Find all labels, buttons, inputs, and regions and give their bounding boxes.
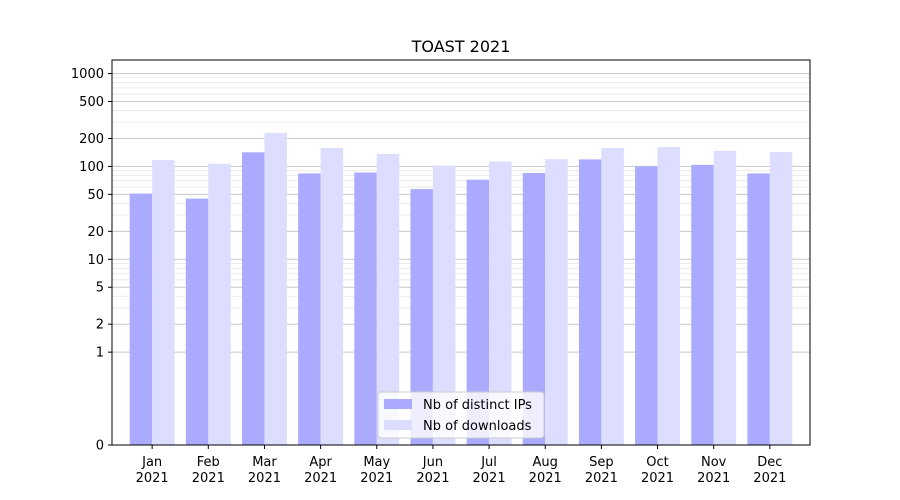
y-tick-label: 1000 bbox=[71, 67, 104, 82]
chart-title: TOAST 2021 bbox=[411, 37, 511, 56]
bar-downloads bbox=[769, 152, 793, 445]
x-tick-label-month: Jun bbox=[422, 455, 443, 470]
x-tick-label-year: 2021 bbox=[248, 471, 281, 486]
x-tick-label-month: Mar bbox=[252, 455, 277, 470]
bar-downloads bbox=[545, 159, 568, 445]
x-tick-label-month: Aug bbox=[533, 455, 558, 470]
bar-distinct-ips bbox=[747, 173, 770, 446]
x-axis: Jan2021Feb2021Mar2021Apr2021May2021Jun20… bbox=[136, 445, 786, 486]
y-axis: 0 1 2 5 10 20 50 100 200 500 1000 bbox=[71, 67, 112, 454]
bar-distinct-ips bbox=[354, 172, 377, 445]
bar-distinct-ips bbox=[241, 152, 265, 445]
x-tick-label-year: 2021 bbox=[697, 471, 730, 486]
x-tick-label-year: 2021 bbox=[529, 471, 562, 486]
legend-swatch bbox=[384, 420, 412, 430]
x-tick-label-month: Sep bbox=[589, 455, 614, 470]
y-tick-label: 50 bbox=[87, 188, 104, 203]
legend-label: Nb of downloads bbox=[423, 419, 532, 434]
x-tick-label-year: 2021 bbox=[641, 471, 674, 486]
y-tick-label: 2 bbox=[96, 318, 104, 333]
plot-frame bbox=[111, 59, 811, 446]
y-tick-label: 500 bbox=[79, 95, 104, 110]
legend: Nb of distinct IPs Nb of downloads bbox=[377, 391, 545, 439]
bar-distinct-ips bbox=[298, 173, 321, 446]
x-tick-label-month: May bbox=[363, 455, 390, 470]
bar-downloads bbox=[320, 147, 344, 446]
bar-distinct-ips bbox=[185, 198, 209, 445]
x-tick-label-year: 2021 bbox=[304, 471, 337, 486]
y-tick-label: 20 bbox=[87, 225, 104, 240]
y-tick-label: 100 bbox=[79, 160, 104, 175]
x-tick-label-month: Nov bbox=[701, 455, 727, 470]
y-tick-label: 5 bbox=[96, 281, 104, 296]
legend-box bbox=[377, 391, 545, 439]
y-tick-label: 0 bbox=[96, 439, 104, 454]
bar-distinct-ips bbox=[635, 166, 658, 446]
bar-downloads bbox=[601, 147, 624, 446]
legend-swatch bbox=[384, 399, 412, 409]
y-tick-label: 200 bbox=[79, 132, 104, 147]
bar-distinct-ips bbox=[578, 159, 602, 445]
x-tick-label-year: 2021 bbox=[136, 471, 169, 486]
bar-distinct-ips bbox=[129, 193, 153, 445]
x-tick-label-month: Oct bbox=[646, 455, 668, 470]
bar-downloads bbox=[264, 132, 287, 445]
bar-downloads bbox=[208, 163, 231, 445]
y-tick-label: 1 bbox=[96, 346, 104, 361]
bar-downloads bbox=[152, 160, 175, 445]
y-tick-label: 10 bbox=[87, 253, 104, 268]
bar-downloads bbox=[657, 146, 681, 446]
x-tick-label-month: Feb bbox=[197, 455, 220, 470]
legend-label: Nb of distinct IPs bbox=[423, 398, 532, 413]
bar-distinct-ips bbox=[522, 172, 546, 445]
x-tick-label-year: 2021 bbox=[360, 471, 393, 486]
x-tick-label-month: Dec bbox=[757, 455, 782, 470]
bar-downloads bbox=[432, 165, 456, 446]
x-tick-label-year: 2021 bbox=[585, 471, 618, 486]
x-tick-label-month: Apr bbox=[309, 455, 332, 470]
x-tick-label-year: 2021 bbox=[416, 471, 449, 486]
bars bbox=[129, 132, 793, 446]
x-tick-label-month: Jul bbox=[480, 455, 497, 470]
bar-downloads bbox=[376, 154, 400, 445]
bar-distinct-ips bbox=[410, 189, 433, 445]
x-tick-label-year: 2021 bbox=[473, 471, 506, 486]
bar-downloads bbox=[489, 161, 512, 445]
bar-distinct-ips bbox=[466, 179, 490, 445]
bar-downloads bbox=[713, 150, 737, 445]
bar-distinct-ips bbox=[691, 164, 714, 445]
x-tick-label-month: Jan bbox=[141, 455, 162, 470]
x-tick-label-year: 2021 bbox=[753, 471, 786, 486]
x-tick-label-year: 2021 bbox=[192, 471, 225, 486]
